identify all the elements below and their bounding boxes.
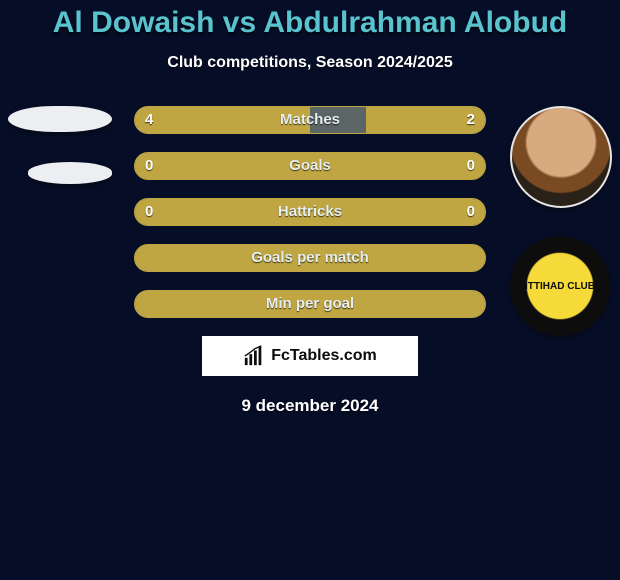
stat-value-right: 0 — [467, 199, 475, 225]
stat-value-left: 0 — [145, 199, 153, 225]
stat-row-min_per_goal: Min per goal — [134, 290, 486, 318]
club-right-avatar: ITTIHAD CLUB — [510, 236, 610, 336]
club-left-avatar — [28, 162, 112, 184]
branding-band: FcTables.com — [202, 336, 418, 376]
barchart-icon — [243, 345, 265, 367]
stat-row-goals: 0 0 Goals — [134, 152, 486, 180]
stat-label: Hattricks — [278, 203, 342, 220]
stat-fill-left — [135, 153, 310, 179]
stat-label: Goals per match — [251, 249, 369, 266]
stat-row-hattricks: 0 0 Hattricks — [134, 198, 486, 226]
stat-value-left: 4 — [145, 107, 153, 133]
player-left-avatar — [8, 106, 112, 132]
stat-row-goals_per_match: Goals per match — [134, 244, 486, 272]
stat-fill-right — [310, 153, 485, 179]
stat-label: Goals — [289, 157, 331, 174]
stat-row-matches: 4 2 Matches — [134, 106, 486, 134]
stat-value-left: 0 — [145, 153, 153, 179]
stat-label: Matches — [280, 111, 340, 128]
branding-text: FcTables.com — [271, 347, 377, 365]
stat-rows: 4 2 Matches 0 0 Goals 0 0 Hattricks Goals per mat… — [134, 106, 486, 318]
page-title: Al Dowaish vs Abdulrahman Alobud — [0, 0, 620, 40]
stat-label: Min per goal — [266, 295, 354, 312]
date-text: 9 december 2024 — [0, 396, 620, 416]
comparison-board: ITTIHAD CLUB 4 2 Matches 0 0 Goals 0 0 Hattricks… — [0, 106, 620, 318]
player-right-avatar — [510, 106, 612, 208]
club-right-label: ITTIHAD CLUB — [525, 281, 595, 292]
stat-value-right: 2 — [467, 107, 475, 133]
stat-value-right: 0 — [467, 153, 475, 179]
subtitle: Club competitions, Season 2024/2025 — [0, 54, 620, 72]
